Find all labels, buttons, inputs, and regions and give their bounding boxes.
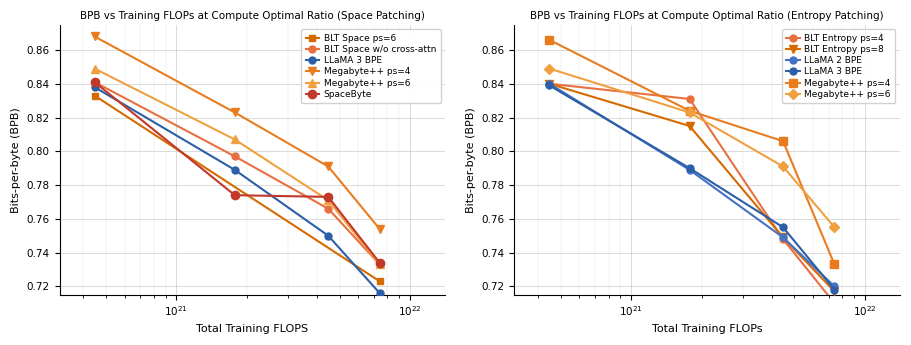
LLaMA 3 BPE xyxy=(89,85,100,89)
Megabyte++ ps=4 xyxy=(544,38,555,42)
Line: BLT Space ps=6: BLT Space ps=6 xyxy=(91,92,384,285)
BLT Space w/o cross-attn xyxy=(374,262,385,266)
BLT Space w/o cross-attn xyxy=(322,207,333,211)
Line: SpaceByte: SpaceByte xyxy=(90,78,384,267)
Megabyte++ ps=6 xyxy=(322,198,333,202)
LLaMA 2 BPE xyxy=(544,82,555,86)
LLaMA 3 BPE xyxy=(684,166,695,170)
X-axis label: Total Training FLOPs: Total Training FLOPs xyxy=(652,324,763,334)
LLaMA 2 BPE xyxy=(684,168,695,172)
Line: BLT Entropy ps=8: BLT Entropy ps=8 xyxy=(545,80,839,296)
BLT Space ps=6 xyxy=(89,93,100,98)
BLT Entropy ps=8 xyxy=(544,82,555,86)
Line: Megabyte++ ps=6: Megabyte++ ps=6 xyxy=(90,65,384,269)
SpaceByte xyxy=(322,195,333,199)
Megabyte++ ps=6 xyxy=(230,137,241,141)
SpaceByte xyxy=(374,261,385,265)
LLaMA 3 BPE xyxy=(230,168,241,172)
SpaceByte xyxy=(89,80,100,84)
Megabyte++ ps=4 xyxy=(374,227,385,231)
Megabyte++ ps=6 xyxy=(89,67,100,71)
LLaMA 2 BPE xyxy=(778,235,789,239)
Legend: BLT Entropy ps=4, BLT Entropy ps=8, LLaMA 2 BPE, LLaMA 3 BPE, Megabyte++ ps=4, M: BLT Entropy ps=4, BLT Entropy ps=8, LLaM… xyxy=(782,29,896,103)
LLaMA 3 BPE xyxy=(322,234,333,238)
BLT Entropy ps=4 xyxy=(684,97,695,101)
BLT Entropy ps=4 xyxy=(544,82,555,86)
Megabyte++ ps=4 xyxy=(230,110,241,115)
BLT Space w/o cross-attn xyxy=(230,154,241,158)
Legend: BLT Space ps=6, BLT Space w/o cross-attn, LLaMA 3 BPE, Megabyte++ ps=4, Megabyte: BLT Space ps=6, BLT Space w/o cross-attn… xyxy=(302,29,441,103)
BLT Entropy ps=8 xyxy=(829,289,840,294)
LLaMA 3 BPE xyxy=(778,225,789,229)
LLaMA 3 BPE xyxy=(374,291,385,295)
BLT Entropy ps=8 xyxy=(778,235,789,239)
Megabyte++ ps=4 xyxy=(89,34,100,39)
Megabyte++ ps=6 xyxy=(778,165,789,169)
Megabyte++ ps=4 xyxy=(829,262,840,266)
Y-axis label: Bits-per-byte (BPB): Bits-per-byte (BPB) xyxy=(466,107,476,213)
LLaMA 3 BPE xyxy=(829,288,840,292)
LLaMA 3 BPE xyxy=(544,83,555,88)
X-axis label: Total Training FLOPS: Total Training FLOPS xyxy=(196,324,308,334)
Megabyte++ ps=4 xyxy=(322,165,333,169)
Title: BPB vs Training FLOPs at Compute Optimal Ratio (Space Patching): BPB vs Training FLOPs at Compute Optimal… xyxy=(80,11,425,21)
Megabyte++ ps=6 xyxy=(374,262,385,266)
Megabyte++ ps=6 xyxy=(544,67,555,71)
Line: Megabyte++ ps=4: Megabyte++ ps=4 xyxy=(545,36,839,269)
Line: Megabyte++ ps=4: Megabyte++ ps=4 xyxy=(90,32,384,233)
Title: BPB vs Training FLOPs at Compute Optimal Ratio (Entropy Patching): BPB vs Training FLOPs at Compute Optimal… xyxy=(530,11,884,21)
BLT Entropy ps=4 xyxy=(778,237,789,241)
Megabyte++ ps=4 xyxy=(684,109,695,113)
Line: BLT Space w/o cross-attn: BLT Space w/o cross-attn xyxy=(91,79,384,268)
Line: Megabyte++ ps=6: Megabyte++ ps=6 xyxy=(546,65,838,231)
Line: LLaMA 2 BPE: LLaMA 2 BPE xyxy=(546,80,838,290)
BLT Space w/o cross-attn xyxy=(89,80,100,84)
Megabyte++ ps=6 xyxy=(684,110,695,115)
SpaceByte xyxy=(230,193,241,197)
Line: BLT Entropy ps=4: BLT Entropy ps=4 xyxy=(546,80,838,307)
Megabyte++ ps=4 xyxy=(778,139,789,143)
BLT Entropy ps=8 xyxy=(684,124,695,128)
BLT Entropy ps=4 xyxy=(829,301,840,305)
Y-axis label: Bits-per-byte (BPB): Bits-per-byte (BPB) xyxy=(11,107,21,213)
Line: LLaMA 3 BPE: LLaMA 3 BPE xyxy=(546,82,838,293)
Megabyte++ ps=6 xyxy=(829,225,840,229)
BLT Space ps=6 xyxy=(374,279,385,283)
Line: LLaMA 3 BPE: LLaMA 3 BPE xyxy=(91,84,384,297)
LLaMA 2 BPE xyxy=(829,284,840,288)
